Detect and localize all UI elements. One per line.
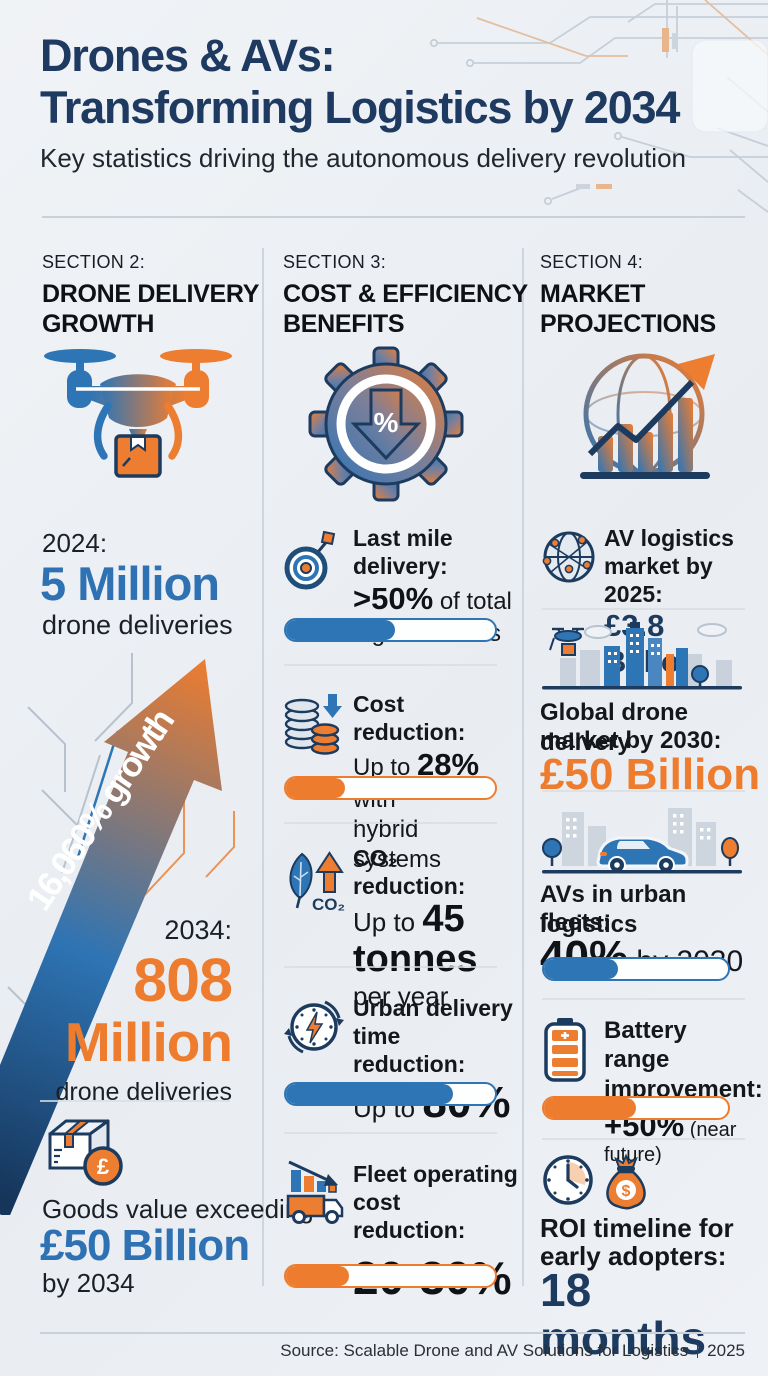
goods-value: £50 Billion bbox=[40, 1221, 250, 1270]
column-divider bbox=[522, 248, 524, 1286]
svg-text:CO₂: CO₂ bbox=[312, 895, 345, 914]
section4-title: MARKET PROJECTIONS bbox=[540, 280, 716, 338]
drone-market-label-2: market by 2030: bbox=[540, 727, 722, 754]
stat-2034-block: 2034: 808 Million drone deliveries bbox=[40, 915, 234, 1107]
stat-2024-value: 5 Million bbox=[40, 557, 220, 610]
page-subtitle: Key statistics driving the autonomous de… bbox=[40, 143, 686, 173]
footer-divider bbox=[40, 1332, 745, 1334]
market-divider bbox=[542, 608, 745, 610]
goods-suffix: by 2034 bbox=[42, 1268, 135, 1298]
roi-label-2: early adopters: bbox=[540, 1241, 727, 1271]
section4-kicker: SECTION 4: bbox=[540, 252, 644, 272]
section2-title: DRONE DELIVERY GROWTH bbox=[42, 280, 260, 338]
stat-2034-value-2: Million bbox=[64, 1011, 233, 1073]
circuit-decoration-icon bbox=[429, 0, 768, 213]
market-battery: Battery range improvement: +50% (near fu… bbox=[604, 1017, 763, 1166]
growth-item-divider bbox=[40, 1100, 230, 1102]
footer-separator bbox=[697, 1343, 699, 1358]
leaf-co2-icon: CO₂ bbox=[289, 851, 345, 914]
market-divider bbox=[542, 790, 745, 792]
cost-reduction-progress-bar bbox=[284, 776, 497, 800]
globe-growth-chart-icon bbox=[580, 353, 715, 479]
clock-icon bbox=[543, 1155, 593, 1205]
fleet-cost-progress-bar bbox=[284, 1264, 497, 1288]
page-title: Drones & AVs: Transforming Logistics by … bbox=[40, 30, 680, 134]
truck-chart-down-icon bbox=[286, 1160, 344, 1224]
growth-arrow-shape bbox=[0, 659, 222, 1215]
goods-caption: Goods value exceeding bbox=[42, 1194, 314, 1224]
roi-label-1: ROI timeline for bbox=[540, 1213, 734, 1243]
stat-2024-caption: drone deliveries bbox=[42, 610, 233, 640]
benefit-divider bbox=[284, 1132, 497, 1134]
av-fleets-label-1: AVs in urban logistics bbox=[540, 881, 687, 938]
battery-icon bbox=[544, 1018, 586, 1082]
last-mile-progress-bar bbox=[284, 618, 497, 642]
svg-text:£: £ bbox=[97, 1154, 110, 1179]
stat-2034-label: 2034: bbox=[164, 915, 232, 945]
av-fleets-progress-bar bbox=[542, 957, 730, 981]
stat-2034-value-1: 808 bbox=[133, 946, 233, 1014]
benefit-divider bbox=[284, 966, 497, 968]
benefit-co2: CO₂ reduction: Up to 45 tonnes per year bbox=[353, 845, 478, 1011]
av-fleets-label-2: fleets: bbox=[540, 909, 611, 936]
header-divider bbox=[42, 216, 745, 218]
benefit-divider bbox=[284, 822, 497, 824]
benefit-divider bbox=[284, 664, 497, 666]
stat-2024-label: 2024: bbox=[42, 528, 108, 558]
gear-percent-down-icon: % bbox=[308, 346, 464, 502]
column-divider bbox=[262, 248, 264, 1286]
roi-value: 18 months bbox=[540, 1264, 707, 1365]
package-pound-icon: £ bbox=[48, 1119, 123, 1186]
drone-icon bbox=[44, 349, 232, 478]
section3-title: COST & EFFICIENCY BENEFITS bbox=[283, 280, 528, 338]
growth-arrow: 16,060% growth bbox=[0, 653, 235, 1215]
drone-market-label-1: Global drone delivery bbox=[540, 699, 689, 756]
battery-progress-bar bbox=[542, 1096, 730, 1120]
svg-text:%: % bbox=[374, 407, 399, 438]
urban-time-progress-bar bbox=[284, 1082, 497, 1106]
target-icon bbox=[284, 530, 336, 590]
market-divider bbox=[542, 998, 745, 1000]
network-globe-icon bbox=[542, 531, 595, 583]
drone-market-value: £50 Billion bbox=[540, 750, 761, 799]
money-bag-icon: $ bbox=[606, 1153, 646, 1210]
source-credit: Source: Scalable Drone and AV Solutions … bbox=[280, 1341, 745, 1360]
clock-lightning-icon bbox=[284, 1000, 344, 1054]
market-divider bbox=[542, 1138, 745, 1140]
drone-city-illustration bbox=[542, 622, 742, 690]
svg-text:$: $ bbox=[622, 1183, 631, 1200]
benefit-urban-time: Urban delivery time reduction: Up to 80% bbox=[353, 995, 513, 1126]
car-city-illustration bbox=[542, 808, 742, 874]
stat-2034-caption: drone deliveries bbox=[55, 1078, 233, 1106]
section3-kicker: SECTION 3: bbox=[283, 252, 387, 272]
coins-icon bbox=[284, 694, 342, 755]
section2-kicker: SECTION 2: bbox=[42, 252, 146, 272]
